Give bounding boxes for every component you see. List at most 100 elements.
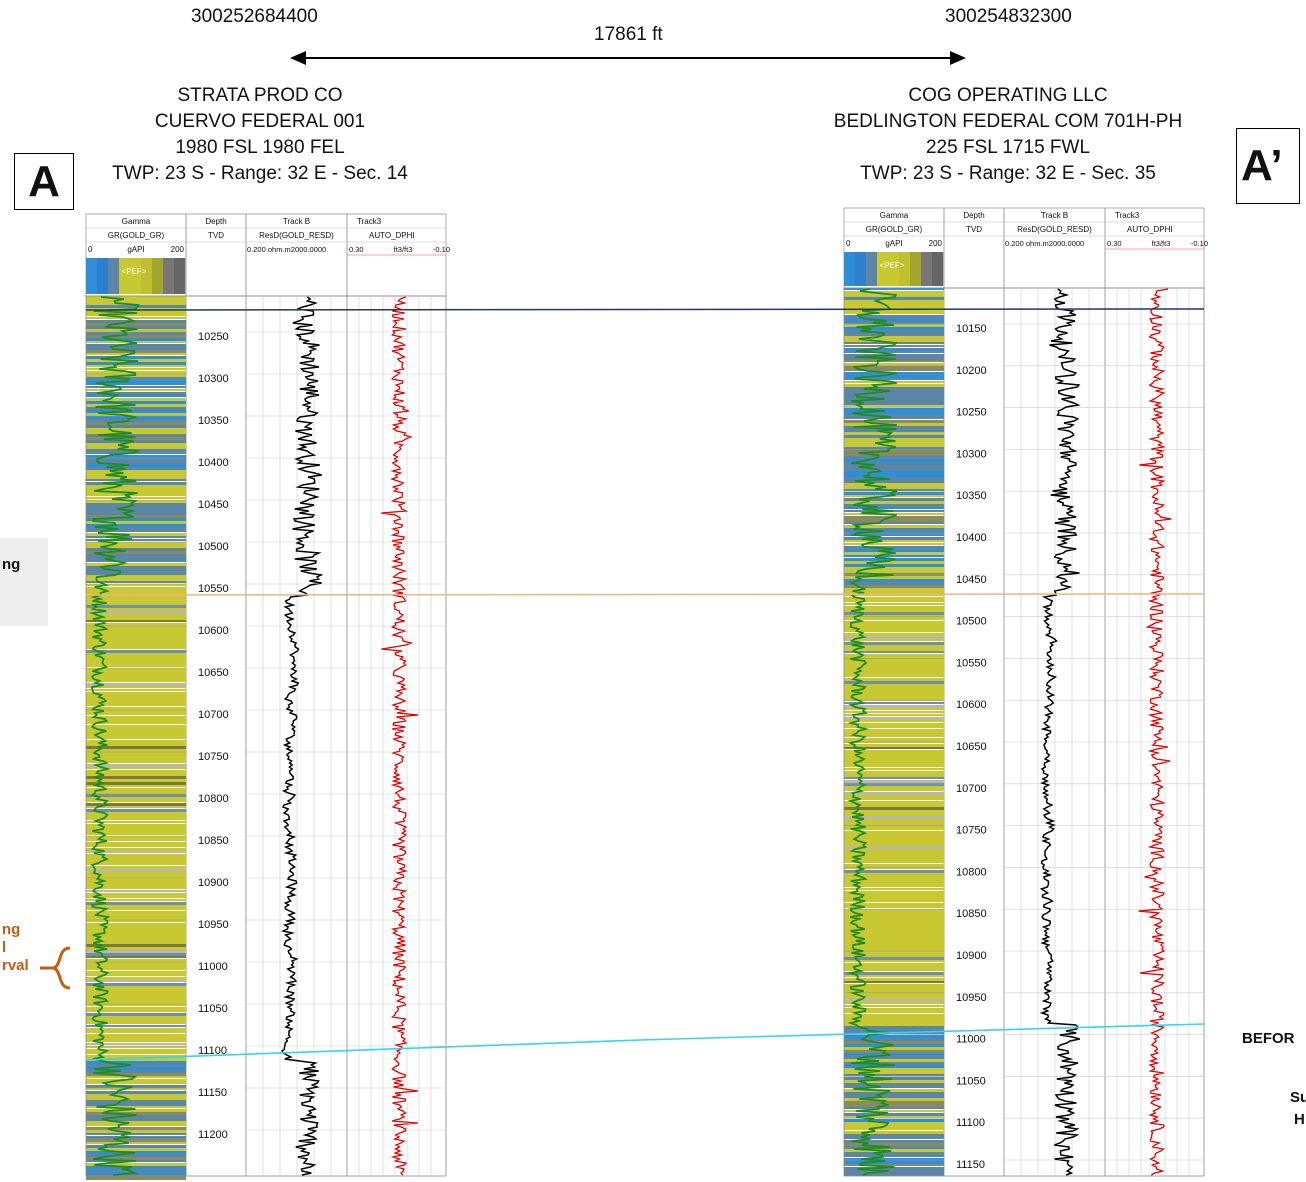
lithology-band	[86, 878, 186, 881]
lithology-band	[844, 630, 944, 632]
lithology-band	[86, 959, 186, 963]
lithology-band	[844, 387, 944, 391]
lithology-band	[86, 530, 186, 532]
lithology-band	[844, 426, 944, 429]
lithology-band	[86, 584, 186, 586]
lithology-band	[844, 339, 944, 343]
pef-swatch	[866, 252, 878, 286]
lithology-band	[86, 632, 186, 637]
lithology-band	[844, 288, 944, 290]
lithology-band	[844, 792, 944, 797]
gamma-curve-name: GR(GOLD_GR)	[866, 225, 923, 234]
lithology-band	[86, 659, 186, 664]
lithology-band	[86, 1037, 186, 1042]
lithology-band	[86, 407, 186, 411]
lithology-band	[86, 656, 186, 661]
lithology-band	[86, 1013, 186, 1017]
lithology-band	[86, 743, 186, 746]
left-api-number: 300252684400	[191, 6, 318, 27]
depth-tick-label: 11050	[956, 1075, 986, 1087]
lithology-band	[86, 464, 186, 467]
lithology-band	[86, 710, 186, 714]
lithology-band	[844, 429, 944, 432]
track3-unit: ft3/ft3	[1152, 239, 1171, 248]
lithology-band	[86, 371, 186, 374]
lithology-band	[86, 995, 186, 999]
log-panel-left: Gamma GR(GOLD_GR) 0 gAPI 200 Depth TVD Track B R…	[85, 213, 450, 1180]
lithology-band	[86, 776, 186, 781]
lithology-band	[86, 416, 186, 421]
pef-swatch	[130, 258, 142, 294]
lithology-band	[86, 1007, 186, 1010]
gamma-scale-max: 200	[929, 239, 943, 248]
lithology-band	[844, 549, 944, 554]
lithology-band	[844, 1149, 944, 1153]
lithology-band	[844, 510, 944, 512]
left-well-header: STRATA PROD CO CUERVO FEDERAL 001 1980 F…	[60, 83, 460, 187]
lithology-band	[844, 852, 944, 856]
lithology-band	[844, 501, 944, 504]
lithology-band	[86, 791, 186, 794]
lithology-band	[844, 468, 944, 473]
track3-scale-min: 0.30	[349, 245, 364, 254]
lithology-band	[86, 719, 186, 723]
lithology-band	[844, 300, 944, 304]
lithology-band	[86, 800, 186, 802]
left-twp: TWP: 23 S - Range: 32 E - Sec. 14	[112, 163, 408, 184]
lithology-band	[844, 393, 944, 396]
lithology-band	[844, 546, 944, 551]
depth-tick-label: 10200	[956, 365, 987, 377]
lithology-band	[86, 1082, 186, 1084]
lithology-band	[844, 804, 944, 809]
lithology-band	[86, 1058, 186, 1063]
depth-tick-label: 11200	[198, 1129, 228, 1141]
porosity-curve	[381, 296, 419, 1176]
lithology-band	[86, 428, 186, 431]
lithology-band	[844, 975, 944, 977]
lithology-band	[844, 378, 944, 380]
lithology-band	[86, 1148, 186, 1151]
lithology-band	[844, 642, 944, 647]
track3-curve-name: AUTO_DPHI	[369, 231, 415, 240]
gamma-scale-max: 200	[171, 245, 185, 254]
lithology-band	[86, 971, 186, 976]
lithology-band	[86, 437, 186, 440]
lithology-band	[86, 533, 186, 536]
lithology-band	[86, 1145, 186, 1149]
lithology-band	[844, 456, 944, 459]
lithology-band	[86, 851, 186, 853]
lithology-band	[86, 785, 186, 787]
lithology-band	[844, 849, 944, 854]
pef-swatch	[899, 252, 911, 286]
lithology-band	[844, 1053, 944, 1056]
lithology-band	[844, 966, 944, 970]
lithology-band	[86, 689, 186, 691]
depth-tick-label: 10400	[956, 532, 987, 544]
lithology-band	[86, 980, 186, 982]
lithology-band	[86, 563, 186, 568]
lithology-band	[86, 848, 186, 851]
lithology-band	[86, 452, 186, 454]
lithology-band	[844, 1017, 944, 1022]
lithology-band	[844, 768, 944, 770]
lithology-band	[86, 914, 186, 917]
lithology-band	[844, 420, 944, 423]
pef-swatch	[855, 252, 867, 286]
lithology-band	[844, 846, 944, 849]
depth-tick-label: 11150	[956, 1159, 985, 1171]
lithology-band	[844, 969, 944, 971]
lithology-band	[86, 698, 186, 701]
lithology-band	[86, 917, 186, 921]
depth-tick-label: 10650	[956, 741, 987, 753]
lithology-band	[844, 402, 944, 405]
lithology-band	[86, 356, 186, 361]
lithology-band	[844, 597, 944, 600]
lithology-band	[86, 485, 186, 489]
lithology-band	[844, 1083, 944, 1087]
depth-tick-label: 10800	[198, 793, 229, 805]
lithology-band	[844, 708, 944, 710]
lithology-band	[844, 756, 944, 761]
lithology-band	[86, 425, 186, 429]
lithology-band	[844, 1161, 944, 1165]
lithology-band	[844, 534, 944, 536]
